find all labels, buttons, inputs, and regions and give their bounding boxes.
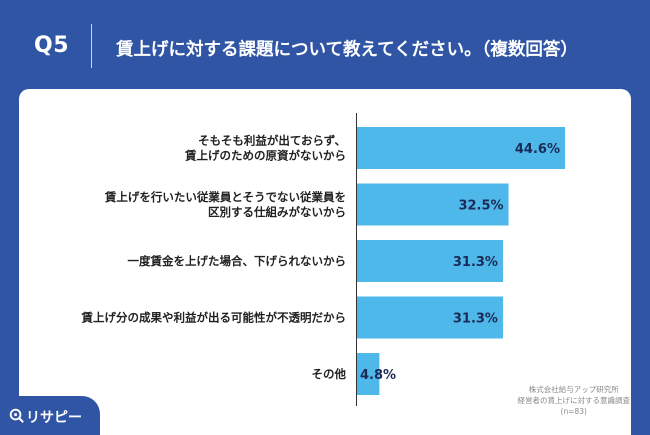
category-label-3-line-1: 一度賃金を上げた場合、下げられないから <box>128 254 347 268</box>
category-label-1-line-2: 賃上げのための原資がないから <box>184 149 346 163</box>
value-label-2: 32.5% <box>458 199 503 214</box>
category-label-2-line-1: 賃上げを行いたい従業員とそうでない従業員を <box>104 190 346 204</box>
source-sample-size: (n=83) <box>560 407 587 416</box>
magnifier-icon <box>9 408 24 423</box>
header-divider <box>91 24 92 68</box>
logo-text: リサピー <box>26 410 82 426</box>
category-label-2-line-2: 区別する仕組みがないから <box>208 205 346 219</box>
header: Q5 賃上げに対する課題について教えてください。（複数回答） <box>0 0 650 90</box>
brand-logo: リサピー <box>0 396 100 435</box>
bar-4 <box>357 296 503 339</box>
question-number: Q5 <box>34 33 70 58</box>
bar-3 <box>357 240 503 282</box>
bar-2 <box>357 183 509 226</box>
source-note: 株式会社給与アップ研究所 経営者の賃上げに対する意識調査 (n=83) <box>518 384 631 417</box>
value-label-3: 31.3% <box>453 255 498 270</box>
value-label-1: 44.6% <box>515 142 560 157</box>
question-title: 賃上げに対する課題について教えてください。（複数回答） <box>116 40 578 60</box>
category-axis-line <box>356 113 357 406</box>
bar-1 <box>357 127 565 169</box>
source-company: 株式会社給与アップ研究所 <box>528 385 619 394</box>
value-label-4: 31.3% <box>453 312 498 327</box>
bar-5 <box>357 353 380 395</box>
source-survey: 経営者の賃上げに対する意識調査 <box>517 396 631 405</box>
category-label-1-line-1: そもそも利益が出ておらず、 <box>198 134 346 148</box>
category-label-4-line-1: 賃上げ分の成果や利益が出る可能性が不透明だから <box>81 311 347 325</box>
category-label-5-line-1: その他 <box>312 367 347 381</box>
value-label-5: 4.8% <box>360 368 396 383</box>
